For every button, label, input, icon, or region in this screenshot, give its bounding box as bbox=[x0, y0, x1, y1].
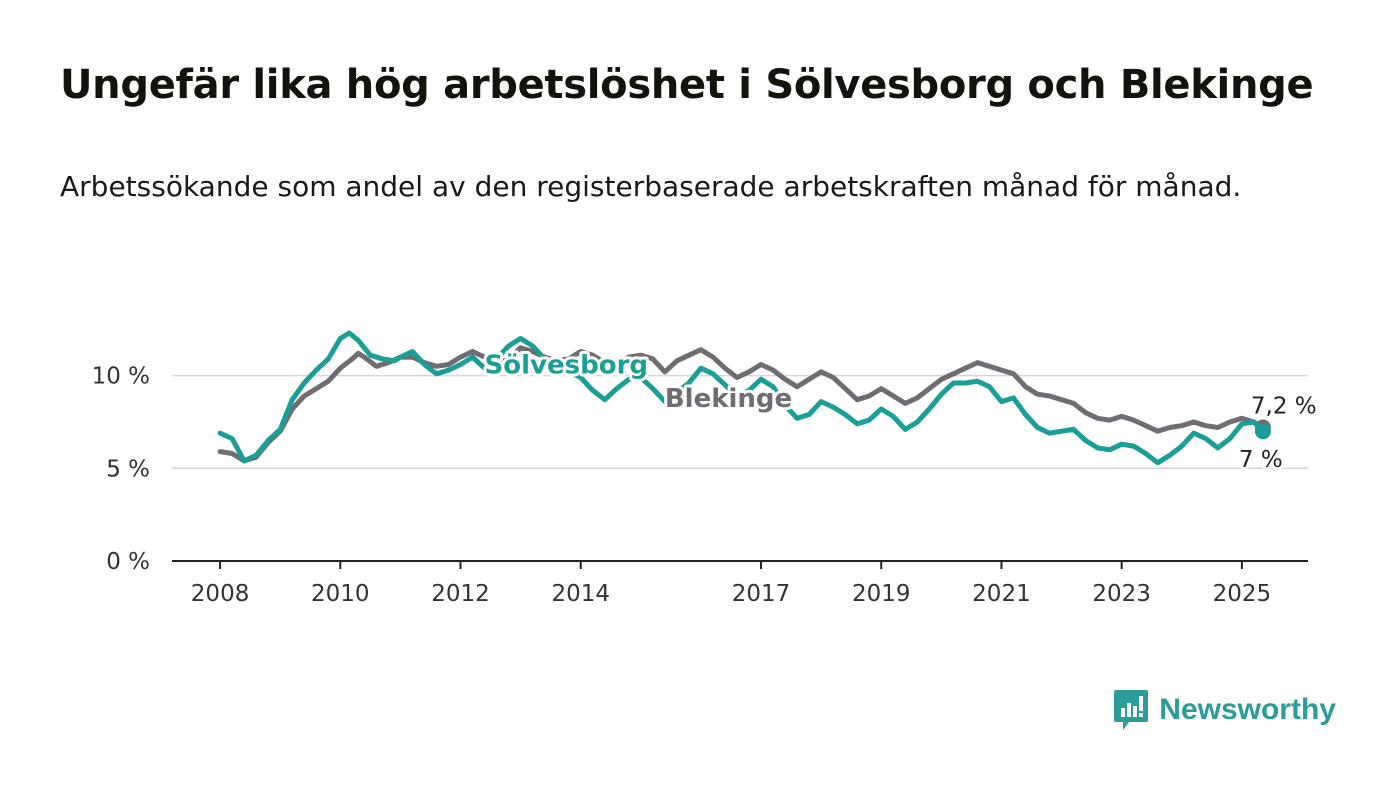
chart-subtitle: Arbetssökande som andel av den registerb… bbox=[60, 170, 1242, 203]
x-tick-label: 2012 bbox=[431, 581, 490, 607]
x-tick-label: 2008 bbox=[191, 581, 250, 607]
y-tick-label: 0 % bbox=[106, 549, 150, 575]
series-line-blekinge bbox=[217, 345, 1266, 464]
end-value-label: 7,2 % bbox=[1251, 394, 1317, 420]
x-tick-label: 2017 bbox=[732, 581, 791, 607]
x-tick-label: 2025 bbox=[1213, 581, 1272, 607]
axis-layer: 0 % 5 % 10 % 2008 2010 2012 2014 2017 2019 2021 20… bbox=[92, 364, 1308, 607]
series-line-solvesborg bbox=[217, 330, 1266, 466]
x-tick-label: 2014 bbox=[551, 581, 610, 607]
series-label: Sölvesborg bbox=[485, 350, 648, 380]
y-tick-label: 10 % bbox=[92, 364, 150, 390]
newsworthy-logo-icon bbox=[1114, 690, 1149, 730]
series-label: Blekinge bbox=[665, 384, 792, 414]
y-tick-label: 5 % bbox=[106, 456, 150, 482]
brand-logo[interactable]: Newsworthy bbox=[1113, 688, 1336, 732]
series-endpoint bbox=[1254, 423, 1271, 440]
chart-title: Ungefär lika hög arbetslöshet i Sölvesbo… bbox=[60, 62, 1314, 108]
series-layer bbox=[217, 330, 1271, 466]
x-tick-label: 2010 bbox=[311, 581, 370, 607]
end-value-label: 7 % bbox=[1239, 447, 1283, 473]
x-tick-label: 2019 bbox=[852, 581, 911, 607]
x-tick-label: 2023 bbox=[1092, 581, 1151, 607]
brand-name: Newsworthy bbox=[1159, 693, 1336, 726]
label-layer: Blekinge Sölvesborg 7,2 % 7 % bbox=[482, 347, 1320, 476]
x-tick-label: 2021 bbox=[972, 581, 1031, 607]
